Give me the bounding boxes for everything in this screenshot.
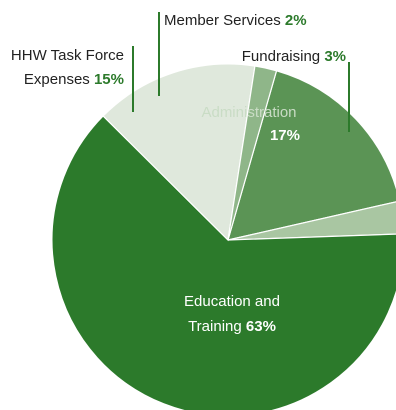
label-hhw-task-force-name1: HHW Task Force (11, 47, 124, 64)
pie-slice-fundraising (227, 201, 396, 241)
label-fundraising-value: 3% (324, 48, 346, 65)
label-administration-value: 17% (270, 127, 300, 144)
leader-lines (132, 12, 350, 132)
label-member-services-name: Member Services (164, 12, 285, 29)
label-member-services-value: 2% (285, 12, 307, 29)
pie-slice-member-services (227, 65, 278, 241)
pie-slice-education-and-training (51, 115, 396, 410)
label-administration-line2: 17% (270, 127, 300, 144)
label-administration-name: Administration (201, 104, 296, 121)
pie-slices (51, 63, 396, 410)
pie-slice-administration (227, 70, 396, 241)
label-hhw-task-force-line2: Expenses 15% (24, 71, 124, 88)
label-fundraising-name: Fundraising (242, 48, 325, 65)
label-member-services: Member Services 2% (164, 12, 307, 29)
label-education-line2: Training 63% (188, 318, 276, 335)
label-education-name2: Training (188, 318, 246, 335)
label-fundraising: Fundraising 3% (242, 48, 346, 65)
label-education-line1: Education and (184, 293, 280, 310)
label-administration-line1: Administration (201, 104, 296, 121)
slice-labels: Member Services 2% Fundraising 3% HHW Task… (11, 12, 346, 335)
pie-slice-hhw-task-force-expenses (102, 63, 256, 242)
label-hhw-task-force-line1: HHW Task Force (11, 47, 124, 64)
label-hhw-task-force-value: 15% (94, 71, 124, 88)
label-hhw-task-force-name2: Expenses (24, 71, 94, 88)
label-education-name1: Education and (184, 293, 280, 310)
label-education-value: 63% (246, 318, 276, 335)
